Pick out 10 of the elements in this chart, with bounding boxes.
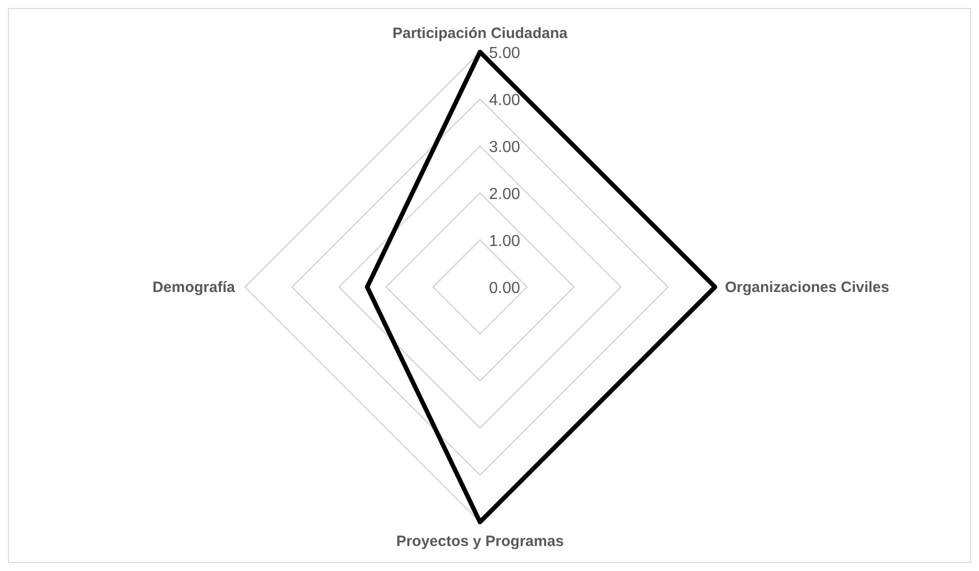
y-tick-label: 5.00: [489, 45, 520, 62]
spoke-label: Participación Ciudadana: [392, 25, 568, 42]
y-tick-label: 3.00: [489, 139, 520, 156]
spoke-label: Proyectos y Programas: [396, 533, 564, 550]
y-tick-label: 2.00: [489, 186, 520, 203]
spoke-label: Demografía: [152, 279, 236, 296]
y-tick-label: 0.00: [489, 280, 520, 297]
y-tick-label: 4.00: [489, 92, 520, 109]
spoke-label: Organizaciones Civiles: [725, 279, 890, 296]
y-tick-label: 1.00: [489, 233, 520, 250]
